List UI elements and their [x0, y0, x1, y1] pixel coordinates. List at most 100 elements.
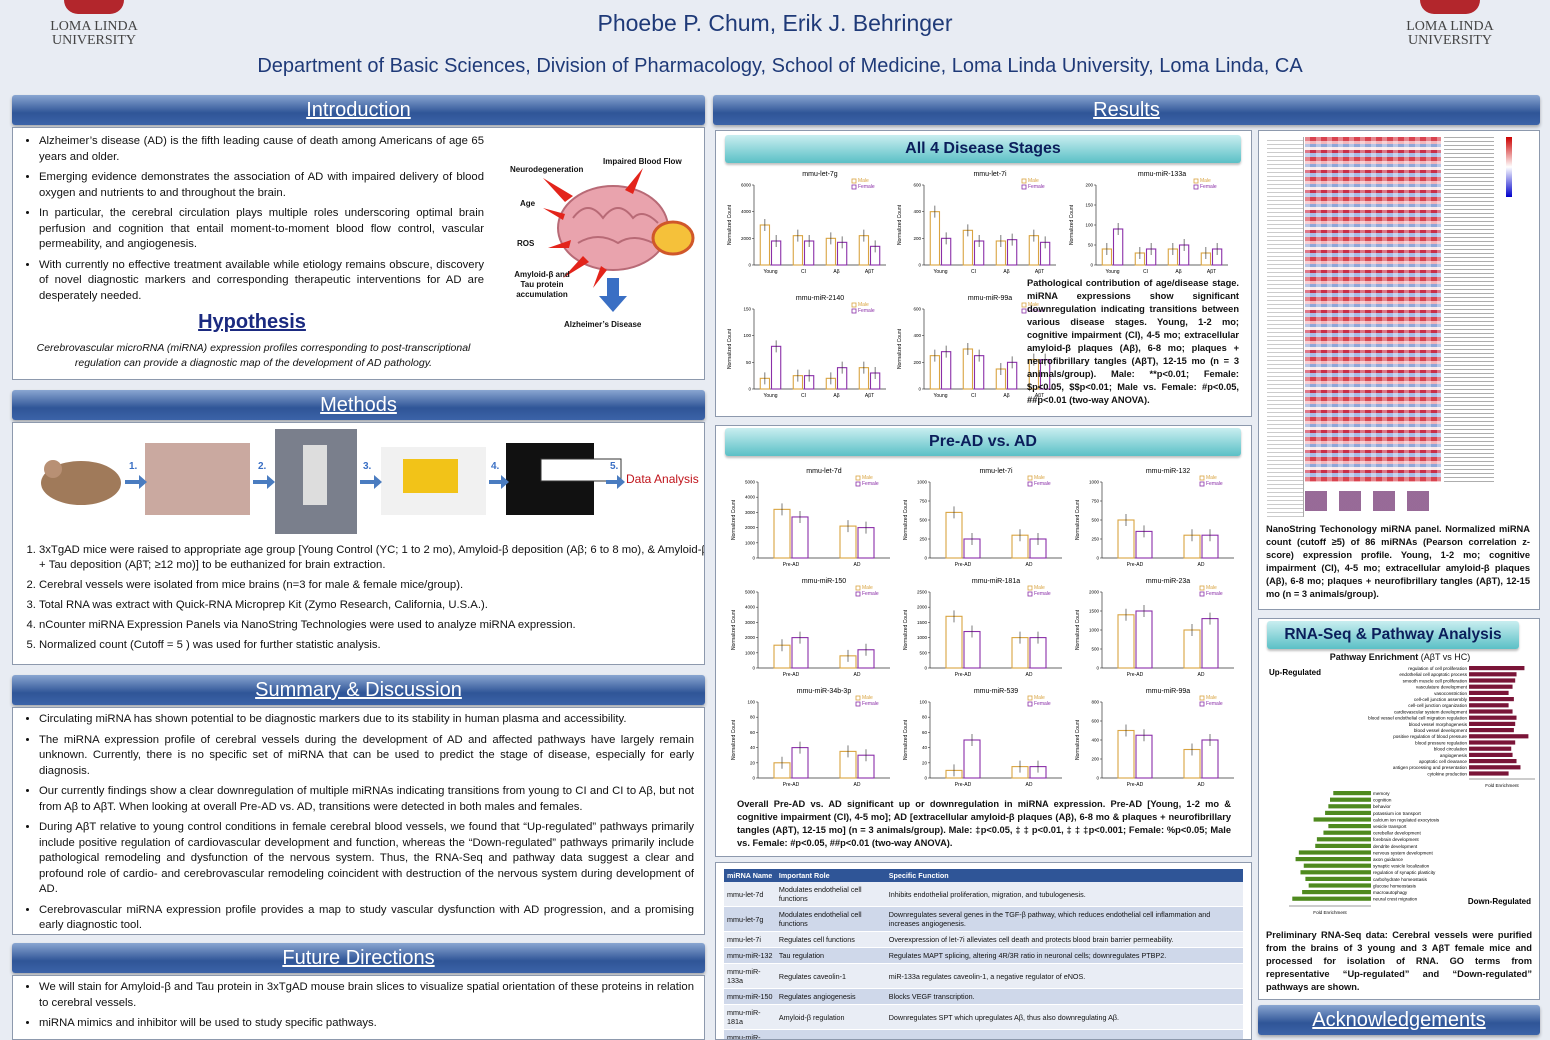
caption: Preliminary RNA-Seq data: Cerebral vesse…	[1266, 930, 1532, 992]
y-tick-label: 0	[752, 556, 755, 561]
bar	[1117, 614, 1135, 669]
x-tick-label: Aβ	[1003, 393, 1009, 399]
chart-title: mmu-miR-2140	[796, 295, 844, 302]
x-tick-label: AD	[854, 562, 861, 568]
y-axis-label: Normalized Count	[1075, 719, 1081, 760]
header-cell: miRNA Name	[724, 869, 776, 882]
term-label: blood vessel morphogenesis	[1409, 722, 1468, 727]
y-tick-label: 2500	[917, 590, 928, 595]
y-tick-label: 20	[750, 760, 756, 765]
y-tick-label: 2000	[1089, 590, 1100, 595]
y-tick-label: 500	[1091, 647, 1099, 652]
mirna-table: miRNA Name Important Role Specific Functio…	[724, 869, 1243, 1039]
legend-label: Female	[862, 591, 879, 597]
legend-label: Male	[1034, 585, 1045, 591]
table-cell: mmu-let-7d	[724, 882, 776, 907]
bar	[1135, 610, 1153, 669]
x-tick-label: AβT	[865, 269, 874, 275]
bullet-list: Circulating miRNA has shown potential to…	[13, 712, 694, 934]
term-label: vasoconstriction	[1434, 691, 1467, 696]
x-tick-label: Pre-AD	[955, 672, 972, 678]
y-tick-label: 2000	[917, 605, 928, 610]
chart-title: mmu-miR-150	[802, 578, 846, 585]
legend-label: Female	[1206, 591, 1223, 597]
legend-swatch	[1021, 184, 1027, 190]
y-tick-label: 100	[1085, 223, 1093, 228]
legend-label: Male	[1034, 475, 1045, 481]
y-axis-label: Normalized Count	[731, 719, 737, 760]
list-item: Our currently findings show a clear down…	[39, 784, 694, 815]
y-tick-label: 0	[748, 263, 751, 268]
y-tick-label: 60	[922, 730, 928, 735]
mini-chart: mmu-miR-34b-3p Normalized Count MaleFemale…	[731, 688, 890, 788]
chart-subtitle: (AβT vs HC)	[1420, 652, 1471, 662]
x-axis-label: Fold Enrichment	[1485, 783, 1519, 788]
legend-label: Female	[1034, 591, 1051, 597]
y-tick-label: 1000	[917, 480, 928, 485]
legend-swatch	[855, 591, 861, 597]
arrows	[543, 168, 643, 288]
legend-label: Female	[858, 308, 875, 314]
table-cell: Downregulates several genes in the TGF-β…	[885, 906, 1243, 932]
term-label: vesicle transport	[1373, 824, 1407, 829]
legend-label: Female	[862, 701, 879, 707]
enrichment-bar	[1300, 870, 1371, 875]
list-item: Cerebral vessels were isolated from mice…	[39, 578, 704, 593]
introduction-panel: Alzheimer’s disease (AD) is the fifth le…	[12, 127, 705, 380]
y-tick-label: 3000	[745, 510, 756, 515]
bar	[929, 211, 941, 266]
y-axis-label: Normalized Count	[1075, 609, 1081, 650]
x-axis-label: Fold Enrichment	[1313, 910, 1347, 915]
section-header: Summary & Discussion	[12, 675, 705, 705]
table-row: mmu-miR-181a Amyloid-β regulation Downregu…	[724, 1004, 1243, 1030]
methods-panel: 1. 2. 3. 4. 5. Data Analysis 3xTgAD mice wer…	[12, 422, 705, 665]
y-tick-label: 80	[750, 715, 756, 720]
x-tick-label: Pre-AD	[955, 562, 972, 568]
logo-text: LOMA LINDA UNIVERSITY	[1406, 19, 1494, 48]
methods-figure	[41, 429, 625, 534]
term-label: endothelial cell apoptotic process	[1399, 672, 1467, 677]
chart-title: mmu-miR-133a	[1138, 171, 1186, 178]
y-tick-label: 750	[919, 499, 927, 504]
legend-swatch	[851, 308, 857, 314]
legend-swatch	[855, 475, 861, 481]
list-item: 3xTgAD mice were raised to appropriate a…	[39, 543, 704, 573]
panel-title: RNA-Seq & Pathway Analysis	[1267, 621, 1519, 649]
figure-label: Age	[520, 199, 536, 208]
x-tick-label: Pre-AD	[1127, 562, 1144, 568]
y-tick-label: 200	[913, 360, 921, 365]
x-tick-label: AD	[1198, 672, 1205, 678]
legend-label: Male	[858, 178, 869, 184]
list-item: Cerebrovascular miRNA expression profile…	[39, 903, 694, 934]
x-tick-label: AD	[1198, 782, 1205, 788]
x-tick-label: Young	[1106, 269, 1120, 275]
y-tick-label: 0	[924, 556, 927, 561]
legend-label: Female	[1206, 481, 1223, 487]
term-label: macroautophagy	[1373, 890, 1408, 895]
y-tick-label: 40	[922, 745, 928, 750]
x-tick-label: Young	[934, 269, 948, 275]
y-tick-label: 400	[913, 333, 921, 338]
y-tick-label: 400	[913, 209, 921, 214]
step-arrows	[125, 475, 625, 489]
list-item: miRNA mimics and inhibitor will be used …	[39, 1016, 694, 1032]
term-label: cytokine production	[1427, 771, 1467, 776]
mouse-ear	[44, 460, 62, 478]
tube	[303, 445, 327, 505]
y-axis-label: Normalized Count	[1069, 204, 1075, 245]
term-label: behavior	[1373, 804, 1391, 809]
chart-title: mmu-miR-34b-3p	[797, 688, 852, 695]
y-axis-label: Normalized Count	[897, 328, 903, 369]
y-tick-label: 0	[924, 666, 927, 671]
legend-label: Female	[1028, 184, 1045, 190]
list-item: We will stain for Amyloid-β and Tau prot…	[39, 980, 694, 1011]
chart-title: mmu-let-7i	[973, 171, 1007, 178]
y-tick-label: 150	[743, 307, 751, 312]
y-tick-label: 1500	[917, 620, 928, 625]
bar	[1135, 734, 1153, 779]
enrichment-bar	[1328, 804, 1371, 809]
term-label: synaptic vesicle localization	[1373, 864, 1430, 869]
